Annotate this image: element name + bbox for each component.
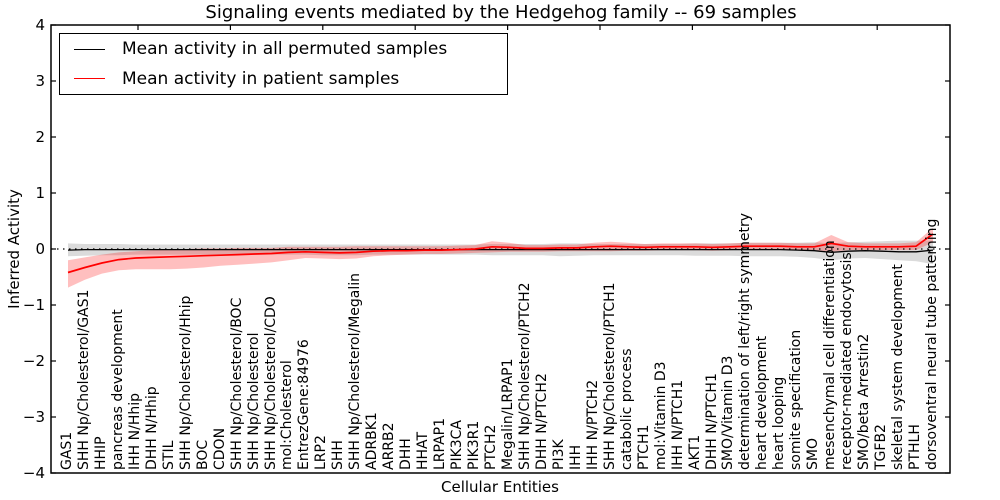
x-tick-label: SHH Np/Cholesterol/PTCH1	[601, 282, 618, 470]
x-tick-label: PTCH1	[635, 424, 652, 470]
x-tick-label: IHH N/PTCH2	[584, 379, 601, 470]
permuted-mean-line	[67, 248, 934, 254]
y-tick-label: −4	[22, 464, 45, 482]
x-tick-label: DHH	[398, 438, 415, 470]
x-tick-label: GAS1	[58, 431, 75, 470]
x-tick-label: determination of left/right symmetry	[737, 212, 754, 470]
x-tick-label: mol:Vitamin D3	[652, 361, 669, 470]
x-tick-label: pancreas development	[109, 309, 126, 470]
x-tick-label: Megalin/LRPAP1	[499, 358, 516, 470]
patient-line-swatch	[74, 78, 105, 80]
x-tick-label: PTCH2	[483, 424, 500, 470]
x-tick-label: LRPAP1	[432, 417, 449, 470]
x-tick-label: SHH Np/Cholesterol/Megalin	[347, 272, 364, 470]
x-tick-label: SHH	[330, 440, 347, 470]
x-tick-label: SHH Np/Cholesterol/CDO	[262, 296, 279, 470]
x-tick-label: STIL	[160, 440, 177, 470]
patient-mean-line	[67, 233, 934, 274]
x-tick-label: SMO/Vitamin D3	[720, 355, 737, 470]
x-tick-label: mesenchymal cell differentiation	[822, 240, 839, 470]
x-tick-label: EntrezGene:84976	[296, 339, 313, 470]
x-tick-label: SMO/beta Arrestin2	[856, 333, 873, 470]
x-tick-label: skeletal system development	[890, 264, 907, 470]
y-tick-label: 1	[35, 184, 45, 202]
x-tick-label: IHH N/Hhip	[126, 393, 143, 470]
y-tick-label: −3	[22, 408, 45, 426]
y-tick-label: 2	[35, 128, 45, 146]
x-tick-label: HHAT	[415, 431, 432, 470]
x-tick-label: DHH N/PTCH2	[533, 373, 550, 470]
x-axis-label: Cellular Entities	[441, 478, 559, 496]
x-tick-label: HHIP	[92, 436, 109, 470]
x-tick-label: SHH Np/Cholesterol/BOC	[228, 297, 245, 470]
x-tick-label: mol:Cholesterol	[279, 360, 296, 470]
x-tick-label: TGFB2	[873, 424, 890, 470]
x-tick-label: SMO	[805, 438, 822, 470]
x-tick-label: catabolic process	[618, 348, 635, 470]
legend: Mean activity in all permuted samples Me…	[59, 33, 508, 95]
legend-label-patient: Mean activity in patient samples	[122, 68, 400, 89]
x-tick-label: heart looping	[771, 376, 788, 470]
y-tick-label: 0	[35, 240, 45, 258]
x-tick-label: SHH Np/Cholesterol/Hhip	[177, 295, 194, 470]
y-tick-label: 3	[35, 72, 45, 90]
y-tick-label: −1	[22, 296, 45, 314]
x-tick-label: PIK3CA	[449, 419, 466, 470]
x-tick-label: heart development	[754, 335, 771, 470]
x-tick-label: LRP2	[313, 435, 330, 470]
x-tick-label: SHH Np/Cholesterol/PTCH2	[516, 282, 533, 470]
chart-title: Signaling events mediated by the Hedgeho…	[205, 2, 797, 23]
x-tick-label: DHH N/Hhip	[143, 386, 160, 470]
x-tick-label: SHH Np/Cholesterol	[245, 332, 262, 470]
legend-item-patient: Mean activity in patient samples	[60, 65, 507, 93]
x-tick-label: receptor-mediated endocytosis	[839, 252, 856, 470]
x-tick-label: ARRB2	[381, 422, 398, 470]
x-tick-label: somite specification	[788, 329, 805, 470]
x-tick-label: IHH N/PTCH1	[669, 379, 686, 470]
permuted-line-swatch	[74, 48, 105, 50]
x-tick-label: AKT1	[686, 434, 703, 470]
x-tick-label: BOC	[194, 439, 211, 470]
x-tick-label: PTHLH	[907, 424, 924, 470]
x-tick-label: DHH N/PTCH1	[703, 373, 720, 470]
x-tick-label: SHH Np/Cholesterol/GAS1	[75, 289, 92, 470]
legend-label-permuted: Mean activity in all permuted samples	[122, 39, 448, 60]
x-tick-label: PI3K	[550, 439, 567, 470]
y-tick-label: 4	[35, 16, 45, 34]
x-tick-label: CDON	[211, 427, 228, 470]
x-tick-label: IHH	[567, 444, 584, 470]
x-tick-label: dorsoventral neural tube patterning	[924, 218, 941, 470]
x-tick-label: ADRBK1	[364, 412, 381, 470]
y-tick-label: −2	[22, 352, 45, 370]
patient-range-band	[68, 227, 933, 288]
x-tick-label: PIK3R1	[466, 420, 483, 470]
legend-item-permuted: Mean activity in all permuted samples	[60, 35, 507, 63]
